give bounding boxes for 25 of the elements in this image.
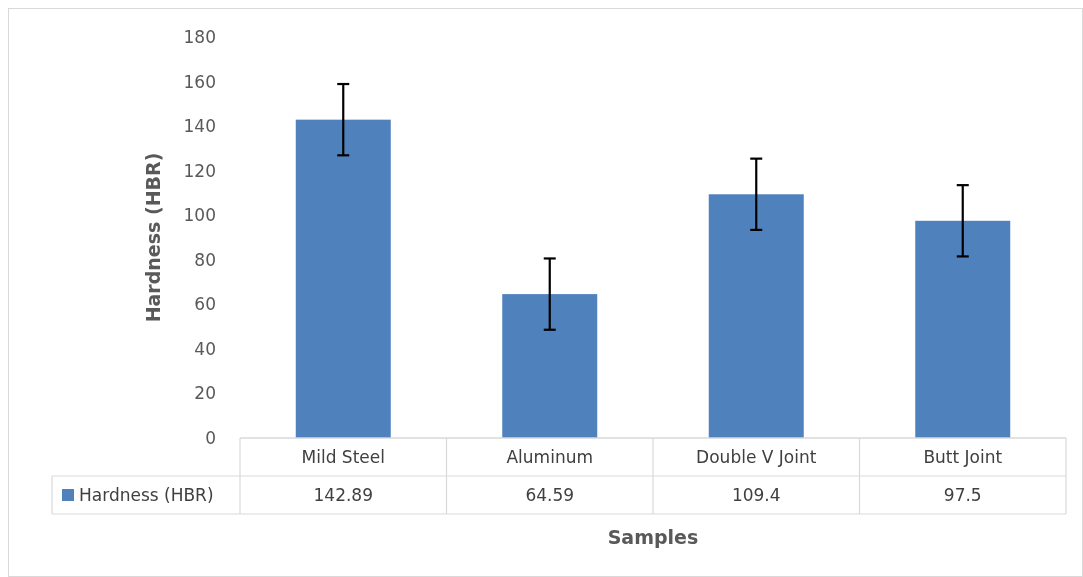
y-tick-label: 0 <box>205 427 216 448</box>
y-tick-label: 180 <box>183 26 216 47</box>
y-tick-label: 20 <box>194 383 216 404</box>
x-axis-title: Samples <box>607 526 699 548</box>
bar <box>708 194 804 438</box>
data-label: 64.59 <box>525 484 575 505</box>
y-tick-label: 160 <box>183 71 216 92</box>
bar <box>915 220 1011 438</box>
x-tick-label: Butt Joint <box>923 446 1003 467</box>
y-tick-label: 140 <box>183 116 216 137</box>
y-tick-label: 40 <box>194 338 216 359</box>
y-tick-label: 80 <box>194 249 216 270</box>
data-label: 142.89 <box>313 484 373 505</box>
y-tick-label: 100 <box>183 205 216 226</box>
data-label: 97.5 <box>943 484 982 505</box>
x-tick-label: Double V Joint <box>696 446 817 467</box>
x-tick-label: Mild Steel <box>301 446 385 467</box>
bar <box>502 294 598 438</box>
legend-label: Hardness (HBR) <box>79 484 214 505</box>
y-tick-label: 120 <box>183 160 216 181</box>
bar <box>295 119 391 438</box>
data-label: 109.4 <box>731 484 781 505</box>
y-tick-label: 60 <box>194 294 216 315</box>
y-axis-title: Hardness (HBR) <box>142 152 164 323</box>
x-tick-label: Aluminum <box>506 446 594 467</box>
